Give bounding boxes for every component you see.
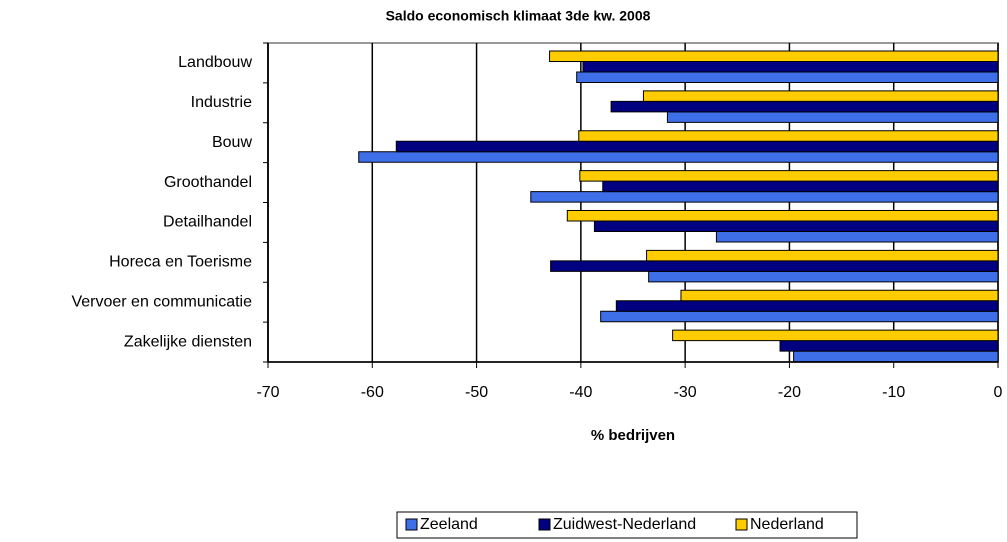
bar <box>715 231 999 243</box>
chart-title: Saldo economisch klimaat 3de kw. 2008 <box>386 8 651 24</box>
x-tick-label: 0 <box>994 384 1003 401</box>
bar <box>672 329 999 342</box>
bar <box>680 289 999 302</box>
bar <box>530 191 999 203</box>
y-tick-label: Bouw <box>212 134 252 151</box>
x-tick-label: -50 <box>465 384 488 401</box>
bar <box>779 340 999 352</box>
bar <box>550 260 999 272</box>
y-tick-label: Detailhandel <box>163 214 252 231</box>
bar <box>600 310 999 323</box>
bar <box>582 61 999 73</box>
y-tick-label: Vervoer en communicatie <box>71 293 252 310</box>
legend <box>396 511 858 539</box>
bar <box>576 71 999 83</box>
x-tick-label: -60 <box>361 384 384 401</box>
bar <box>549 50 999 62</box>
x-tick-label: -30 <box>674 384 697 401</box>
legend-swatch <box>538 518 551 531</box>
bar <box>593 220 999 232</box>
x-tick-label: -10 <box>882 384 905 401</box>
bar <box>648 270 999 283</box>
x-axis-title: % bedrijven <box>591 427 675 444</box>
legend-label: Nederland <box>750 516 824 533</box>
y-tick-label: Landbouw <box>178 54 252 71</box>
y-tick-label: Horeca en Toerisme <box>109 254 252 271</box>
bar <box>579 170 999 182</box>
bar <box>615 300 999 312</box>
legend-swatch <box>405 518 418 531</box>
x-tick-label: -40 <box>569 384 592 401</box>
bar <box>642 90 999 102</box>
bar <box>602 180 999 193</box>
bar <box>666 111 999 123</box>
legend-label: Zuidwest-Nederland <box>553 516 696 533</box>
x-tick-label: -20 <box>778 384 801 401</box>
bar <box>646 249 999 262</box>
y-tick-label: Industrie <box>191 94 252 111</box>
bar <box>793 350 999 363</box>
legend-swatch <box>735 518 748 531</box>
x-tick-label: -70 <box>256 384 279 401</box>
bar <box>566 210 999 222</box>
bar <box>610 100 999 113</box>
bar <box>395 140 999 153</box>
bar <box>358 151 999 163</box>
bar <box>578 130 999 142</box>
y-tick-label: Zakelijke diensten <box>124 333 252 350</box>
y-tick-label: Groothandel <box>164 174 252 191</box>
legend-label: Zeeland <box>420 516 478 533</box>
